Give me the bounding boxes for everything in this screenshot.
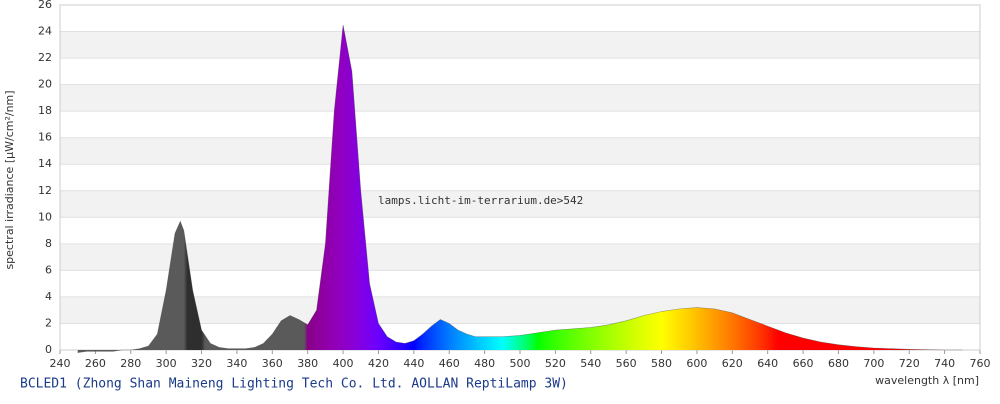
grid-band [60,296,980,324]
x-tick-label: 520 [545,357,566,370]
y-tick-label: 18 [38,104,52,117]
x-tick-label: 280 [120,357,141,370]
x-tick-label: 440 [403,357,424,370]
spectrum-line [77,24,963,353]
y-tick-label: 8 [45,237,52,250]
y-tick-label: 22 [38,51,52,64]
grid-band [60,190,980,218]
x-tick-label: 600 [686,357,707,370]
grid-band [60,137,980,165]
y-tick-label: 12 [38,184,52,197]
grid-band [60,84,980,112]
x-tick-label: 620 [722,357,743,370]
x-tick-label: 240 [50,357,71,370]
x-tick-label: 540 [580,357,601,370]
y-tick-label: 4 [45,290,52,303]
x-axis-label: wavelength λ [nm] [875,374,979,387]
chart-title: BCLED1 (Zhong Shan Maineng Lighting Tech… [20,377,568,392]
y-tick-label: 16 [38,131,52,144]
x-tick-label: 680 [828,357,849,370]
x-tick-label: 460 [439,357,460,370]
x-tick-label: 420 [368,357,389,370]
y-tick-label: 6 [45,263,52,276]
x-tick-label: 640 [757,357,778,370]
x-tick-label: 740 [934,357,955,370]
y-tick-label: 20 [38,78,52,91]
y-tick-label: 26 [38,0,52,11]
x-tick-label: 360 [262,357,283,370]
grid-band [60,243,980,271]
x-tick-label: 480 [474,357,495,370]
x-tick-label: 380 [297,357,318,370]
x-tick-label: 320 [191,357,212,370]
x-tick-label: 260 [85,357,106,370]
x-tick-label: 580 [651,357,672,370]
x-tick-label: 300 [156,357,177,370]
spectrum-fill [77,24,963,353]
x-tick-label: 760 [970,357,991,370]
y-axis-label: spectral irradiance [µW/cm²/nm] [3,90,16,269]
x-tick-label: 400 [333,357,354,370]
y-tick-label: 0 [45,343,52,356]
x-tick-label: 500 [510,357,531,370]
y-tick-label: 14 [38,157,52,170]
y-tick-label: 2 [45,316,52,329]
x-tick-label: 340 [226,357,247,370]
watermark: lamps.licht-im-terrarium.de>542 [378,194,583,207]
x-tick-label: 720 [899,357,920,370]
x-tick-label: 660 [793,357,814,370]
grid-band [60,31,980,59]
x-tick-label: 560 [616,357,637,370]
x-tick-label: 700 [863,357,884,370]
y-tick-label: 24 [38,25,52,38]
y-tick-label: 10 [38,210,52,223]
